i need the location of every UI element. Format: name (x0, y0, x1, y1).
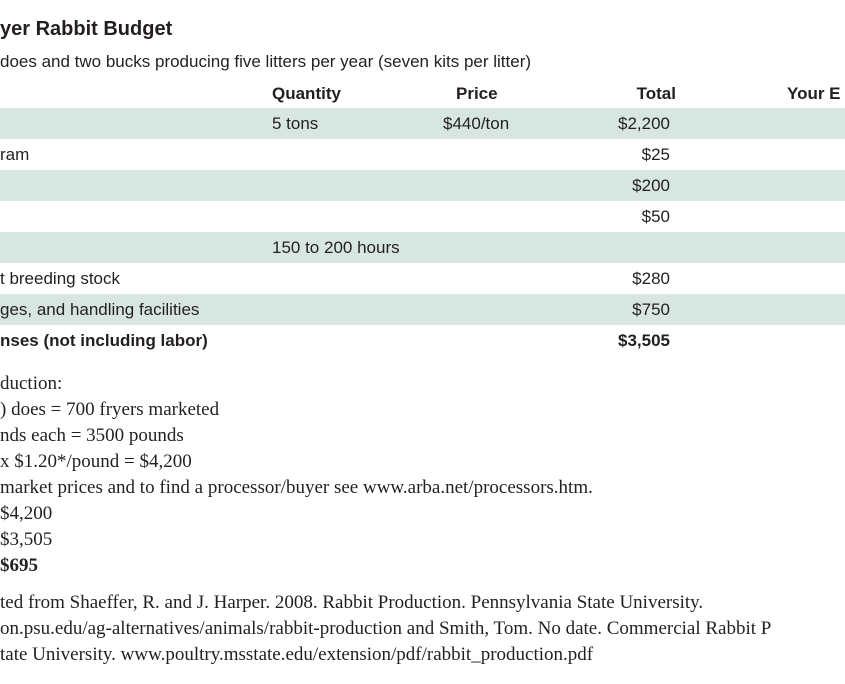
cell-label: t breeding stock (0, 269, 121, 288)
note-line: nds each = 3500 pounds (0, 425, 184, 446)
cell-total: $750 (632, 300, 670, 319)
column-header: Your E (787, 84, 841, 103)
table-row: ges, and handling facilities $750 (0, 294, 845, 325)
cell-price: $440/ton (443, 114, 510, 133)
cell-quantity: 150 to 200 hours (272, 238, 400, 257)
note-line: duction: (0, 373, 63, 394)
column-header: Price (456, 84, 498, 103)
table-row: $200 (0, 170, 845, 201)
cell-label: ges, and handling facilities (0, 300, 200, 319)
source-line: tate University. www.poultry.msstate.edu… (0, 644, 594, 665)
cell-quantity: 5 tons (272, 114, 319, 133)
column-header: Total (636, 84, 676, 103)
cell-label: nses (not including labor) (0, 331, 208, 350)
cell-total: $200 (632, 176, 670, 195)
table-row: ram $25 (0, 139, 845, 170)
table-row: 5 tons $440/ton $2,200 (0, 108, 845, 139)
table-row: $50 (0, 201, 845, 232)
source-line: on.psu.edu/ag-alternatives/animals/rabbi… (0, 618, 772, 639)
note-line: ) does = 700 fryers marketed (0, 399, 220, 420)
note-line: market prices and to find a processor/bu… (0, 477, 593, 498)
source-line: ted from Shaeffer, R. and J. Harper. 200… (0, 592, 704, 613)
note-line: $4,200 (0, 503, 53, 524)
note-line: x $1.20*/pound = $4,200 (0, 451, 192, 472)
subtitle: does and two bucks producing five litter… (0, 52, 532, 71)
table-row: t breeding stock $280 (0, 263, 845, 294)
table-row: nses (not including labor) $3,505 (0, 325, 845, 356)
table-row: 150 to 200 hours (0, 232, 845, 263)
note-line: $3,505 (0, 529, 53, 550)
cell-total: $3,505 (618, 331, 670, 350)
cell-total: $280 (632, 269, 670, 288)
note-line: $695 (0, 555, 38, 576)
cell-total: $25 (641, 145, 670, 164)
title: yer Rabbit Budget (0, 18, 173, 40)
cell-label: ram (0, 145, 30, 164)
cell-total: $50 (641, 207, 670, 226)
cell-total: $2,200 (618, 114, 670, 133)
column-header: Quantity (272, 84, 341, 103)
